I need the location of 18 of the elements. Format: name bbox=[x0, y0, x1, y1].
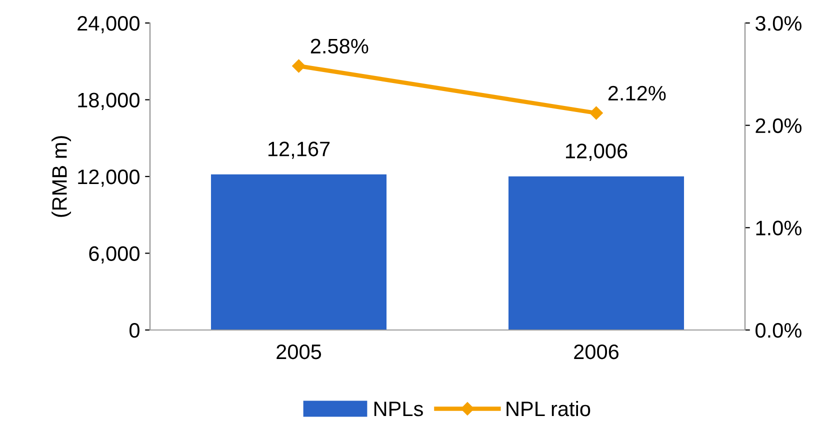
y-axis-title: (RMB m) bbox=[52, 136, 71, 217]
y-tick-label: 24,000 bbox=[78, 16, 140, 34]
data-label: 12,167 bbox=[268, 142, 330, 159]
y-tick-label: 12,000 bbox=[78, 170, 140, 187]
legend-label: NPLs bbox=[374, 402, 423, 416]
x-tick-label: 2005 bbox=[276, 344, 322, 360]
y2-tick-label: 2.0% bbox=[756, 118, 802, 134]
legend-label: NPL ratio bbox=[506, 400, 590, 416]
data-label: 2.58% bbox=[310, 38, 368, 54]
data-label: 12,006 bbox=[566, 144, 628, 161]
y2-tick-label: 3.0% bbox=[756, 16, 802, 31]
y2-tick-label: 0.0% bbox=[756, 323, 802, 338]
y-tick-label: 18,000 bbox=[78, 92, 140, 110]
data-label: 2.12% bbox=[608, 86, 666, 101]
y-tick-label: 6,000 bbox=[89, 246, 140, 264]
y2-tick-label: 1.0% bbox=[756, 220, 802, 236]
y-tick-label: 0 bbox=[130, 323, 140, 338]
x-tick-label: 2006 bbox=[574, 344, 619, 360]
